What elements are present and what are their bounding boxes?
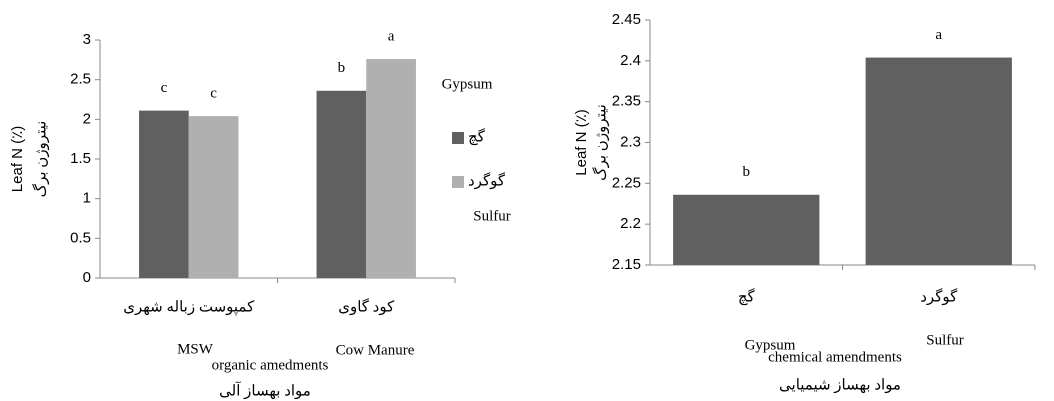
x-tick-label-en: Cow Manure [336, 342, 415, 358]
legend-label: گچ [468, 127, 486, 145]
y-tick-label: 2.5 [70, 71, 91, 88]
x-axis-label: organic amedments [212, 357, 329, 373]
y-tick-label: 2.3 [620, 133, 641, 150]
significance-letter: c [161, 80, 168, 96]
y-axis-label-fa: نیتروژن برگ [591, 104, 609, 181]
bar [139, 110, 189, 279]
y-tick-label: 2.4 [620, 52, 641, 69]
legend-label: گوگرد [468, 171, 506, 189]
x-tick-label-en: MSW [177, 341, 214, 357]
y-tick-label: 3 [83, 31, 91, 48]
significance-letter: c [210, 86, 217, 102]
legend-swatch [452, 132, 464, 144]
x-tick-label: کمپوست زباله شهری [123, 299, 255, 315]
legend-label-en: Gypsum [442, 76, 493, 92]
y-tick-label: 2.25 [612, 174, 641, 191]
y-axis-label-fa: نیتروژن برگ [31, 121, 49, 198]
significance-letter: a [935, 27, 942, 43]
significance-letter: a [388, 28, 395, 44]
x-tick-label: گوگرد [920, 287, 958, 305]
y-tick-label: 2.35 [612, 93, 641, 110]
x-tick-label: گچ [738, 287, 756, 305]
y-axis-label: Leaf N (٪) [573, 109, 590, 175]
y-tick-label: 1.5 [70, 150, 91, 167]
y-tick-label: 2 [83, 110, 91, 127]
x-tick-label: کود گاوی [338, 297, 395, 315]
legend-swatch [452, 176, 464, 188]
y-tick-label: 0 [83, 269, 91, 286]
x-axis-label: chemical amendments [768, 349, 902, 365]
legend-label-en: Sulfur [473, 208, 511, 224]
bar [316, 90, 367, 278]
significance-letter: b [743, 164, 751, 180]
x-axis-label-fa: مواد بهساز آلی [219, 381, 311, 399]
y-tick-label: 0.5 [70, 229, 91, 246]
y-tick-label: 1 [83, 190, 91, 207]
bar [188, 116, 239, 278]
bar [865, 57, 1012, 265]
y-tick-label: 2.2 [620, 215, 641, 232]
y-tick-label: 2.15 [612, 256, 641, 273]
y-axis-label: Leaf N (٪) [9, 126, 26, 192]
bar [366, 59, 416, 278]
bar [673, 194, 820, 265]
y-tick-label: 2.45 [612, 11, 641, 28]
x-tick-label-en: Gypsum [745, 337, 796, 353]
x-axis-label-fa: مواد بهساز شیمیایی [779, 377, 901, 393]
significance-letter: b [338, 60, 346, 76]
x-tick-label-en: Sulfur [926, 332, 964, 348]
